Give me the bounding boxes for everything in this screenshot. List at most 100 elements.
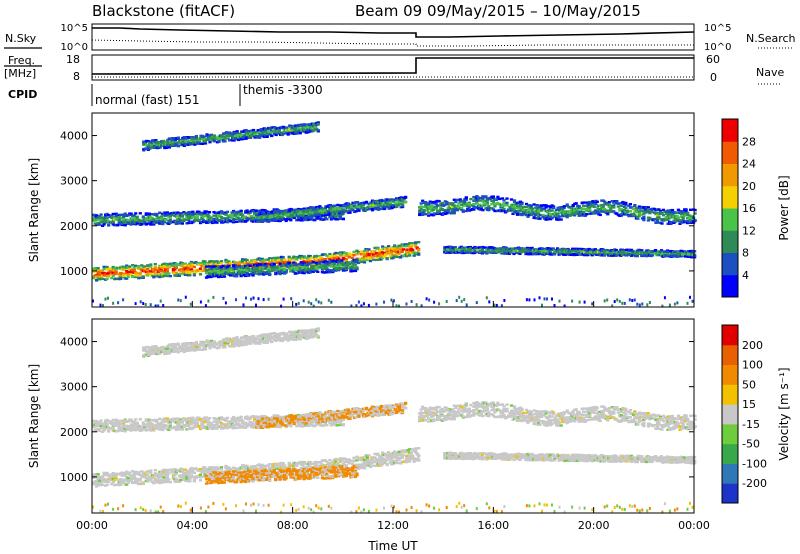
power-cell [224, 213, 228, 216]
power-cell [646, 206, 650, 209]
power-cell [502, 204, 506, 207]
power-cell [347, 262, 351, 265]
power-cell [275, 261, 279, 264]
power-cell [419, 202, 423, 205]
power-cell [191, 263, 195, 266]
power-cell [374, 258, 379, 262]
power-cell [242, 262, 246, 266]
power-cell [509, 198, 514, 201]
power-cell [141, 275, 145, 278]
power-cell [110, 276, 114, 280]
power-cell [203, 211, 207, 215]
power-cell [123, 221, 127, 225]
power-cell [339, 204, 343, 207]
power-cell [250, 259, 254, 262]
power-cell [253, 268, 257, 271]
power-cell [179, 212, 183, 215]
power-cell [275, 266, 279, 270]
power-cell [308, 255, 312, 258]
power-cell [460, 206, 464, 210]
power-cell [650, 254, 655, 257]
power-cell [198, 212, 203, 215]
power-cell [384, 253, 388, 257]
power-cell [325, 254, 329, 257]
power-cell [146, 222, 150, 225]
power-cell [212, 217, 216, 221]
power-cell [98, 273, 102, 276]
power-cell [592, 205, 596, 209]
power-cell [275, 256, 279, 259]
power-cell [134, 275, 138, 279]
power-cell [135, 216, 139, 220]
power-cell [381, 245, 385, 248]
power-cell [177, 274, 181, 277]
power-cell [607, 201, 611, 204]
power-cell [347, 252, 351, 255]
power-cell [254, 217, 258, 221]
power-cell [125, 277, 129, 280]
power-cell [307, 218, 311, 221]
power-cell [515, 212, 520, 216]
power-cell [304, 269, 308, 272]
power-cell [331, 215, 335, 218]
power-cell [481, 208, 485, 212]
nsky-trace [92, 27, 695, 38]
power-cell [628, 210, 632, 213]
power-cell [313, 218, 317, 222]
power-cell [301, 258, 305, 261]
power-cell [182, 211, 186, 214]
power-cell [194, 219, 198, 222]
power-cell [385, 257, 389, 260]
power-cell [251, 210, 255, 213]
power-cell [340, 259, 344, 262]
power-cell [218, 273, 222, 276]
power-cell [299, 254, 303, 258]
power-cell [176, 272, 180, 276]
power-cell [180, 263, 184, 266]
power-cell [491, 195, 495, 198]
power-cell [107, 274, 111, 278]
power-cell [207, 265, 212, 268]
power-cell [574, 202, 578, 205]
power-cell [114, 272, 118, 275]
power-cell [140, 264, 144, 267]
power-cell [384, 205, 388, 209]
power-cell [110, 214, 114, 217]
power-cell [396, 204, 400, 207]
power-cell [230, 272, 234, 275]
power-cell [297, 209, 301, 212]
power-cell [281, 256, 285, 259]
power-cell [365, 251, 370, 254]
power-cell [201, 269, 206, 273]
power-cell [221, 211, 225, 214]
power-cell [408, 254, 412, 257]
power-cell [477, 246, 481, 249]
freq-panel: Freq. [MHz] Nave 18 8 60 0 [4, 53, 784, 85]
power-cell [131, 275, 135, 279]
power-cell [404, 196, 408, 199]
power-cell [92, 276, 96, 280]
power-cell [188, 274, 192, 277]
power-cell [544, 204, 548, 207]
power-cell [235, 275, 239, 278]
power-cell [436, 204, 440, 207]
power-cell [238, 267, 242, 270]
power-cell [265, 272, 269, 275]
power-cell [582, 211, 586, 214]
power-cell [95, 223, 99, 227]
power-cell [227, 264, 231, 268]
power-cell [209, 260, 213, 263]
power-cell [430, 204, 434, 208]
power-cell [177, 222, 181, 225]
power-cell [387, 245, 391, 248]
power-cell [254, 209, 258, 213]
power-cell [245, 269, 249, 273]
power-cell [203, 260, 207, 263]
power-cell [155, 213, 159, 217]
power-cell [334, 214, 338, 217]
power-cell [229, 274, 233, 277]
power-cell [145, 143, 149, 146]
power-cell [493, 205, 497, 208]
power-cell [198, 261, 203, 265]
power-cell [161, 141, 165, 144]
